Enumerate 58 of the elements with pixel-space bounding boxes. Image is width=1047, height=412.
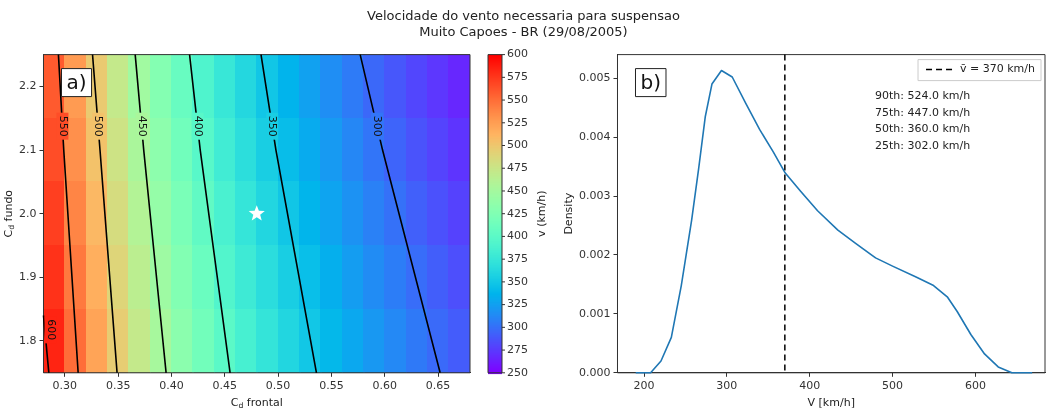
color-bar-label: 575 <box>507 70 528 84</box>
color-bar-label: 500 <box>507 138 528 152</box>
text: 450 <box>135 115 149 137</box>
y-tick-label: 0.003 <box>578 188 611 202</box>
y-tick-label: 1.9 <box>18 270 37 284</box>
y-axis-title: Density <box>561 192 575 235</box>
x-tick-label: 200 <box>633 379 655 393</box>
y-tick-label: 2.1 <box>18 142 37 156</box>
color-bar-label: 475 <box>507 161 528 175</box>
y-tick-label: 2.0 <box>18 206 37 220</box>
y-tick-label: 0.005 <box>578 71 611 85</box>
y-tick-label: 1.8 <box>18 333 37 347</box>
annotation: 25th: 302.0 km/h <box>875 138 971 152</box>
annotation: 75th: 447.0 km/h <box>875 105 971 119</box>
text: 400 <box>191 115 205 137</box>
x-tick-label: 0.35 <box>105 379 131 393</box>
color-bar-title: v (km/h) <box>534 190 548 237</box>
annotation: 90th: 524.0 km/h <box>875 89 971 103</box>
y-tick-label: 2.2 <box>18 79 37 93</box>
text: 600 <box>44 319 58 341</box>
x-tick-label: 500 <box>882 379 904 393</box>
annotation: a) <box>66 69 87 94</box>
x-tick-label: 0.50 <box>265 379 291 393</box>
annotation: 50th: 360.0 km/h <box>875 122 971 136</box>
color-bar-label: 250 <box>507 365 528 379</box>
y-tick-label: 0.000 <box>578 365 611 379</box>
x-tick-label: 0.30 <box>52 379 78 393</box>
text: 500 <box>92 115 106 137</box>
x-tick-label: 0.45 <box>212 379 238 393</box>
x-tick-label: 0.60 <box>372 379 397 393</box>
color-bar-label: 300 <box>507 320 528 334</box>
color-bar-label: 400 <box>507 229 528 243</box>
x-tick-label: 0.40 <box>159 379 184 393</box>
text: 300 <box>371 115 385 137</box>
color-bar-label: 375 <box>507 252 528 266</box>
color-bar-label: 350 <box>507 274 528 288</box>
color-bar-label: 525 <box>507 115 528 129</box>
x-tick-label: 0.65 <box>425 379 451 393</box>
x-axis-title: V [km/h] <box>807 395 855 409</box>
color-bar-label: 550 <box>507 92 528 106</box>
y-tick-label: 0.004 <box>578 129 611 143</box>
y-tick-label: 0.002 <box>578 247 611 261</box>
x-tick-label: 0.55 <box>319 379 344 393</box>
x-tick-label: 400 <box>799 379 821 393</box>
y-tick-label: 0.001 <box>578 306 611 320</box>
text: Velocidade do vento necessaria para suspensao <box>366 8 681 24</box>
color-bar-label: 425 <box>507 206 528 220</box>
color-bar-label: 450 <box>507 183 528 197</box>
text: 550 <box>56 115 70 137</box>
text: 350 <box>266 115 280 137</box>
text: Muito Capoes - BR (29/08/2005) <box>418 24 629 40</box>
x-tick-label: 300 <box>716 379 738 393</box>
x-tick-label: 600 <box>964 379 986 393</box>
color-bar-label: 275 <box>507 342 528 356</box>
ref-line-label: v̄ = 370 km/h <box>960 62 1036 76</box>
color-bar-label: 325 <box>507 297 528 311</box>
color-bar-label: 600 <box>507 47 528 61</box>
annotation: b) <box>640 69 661 94</box>
